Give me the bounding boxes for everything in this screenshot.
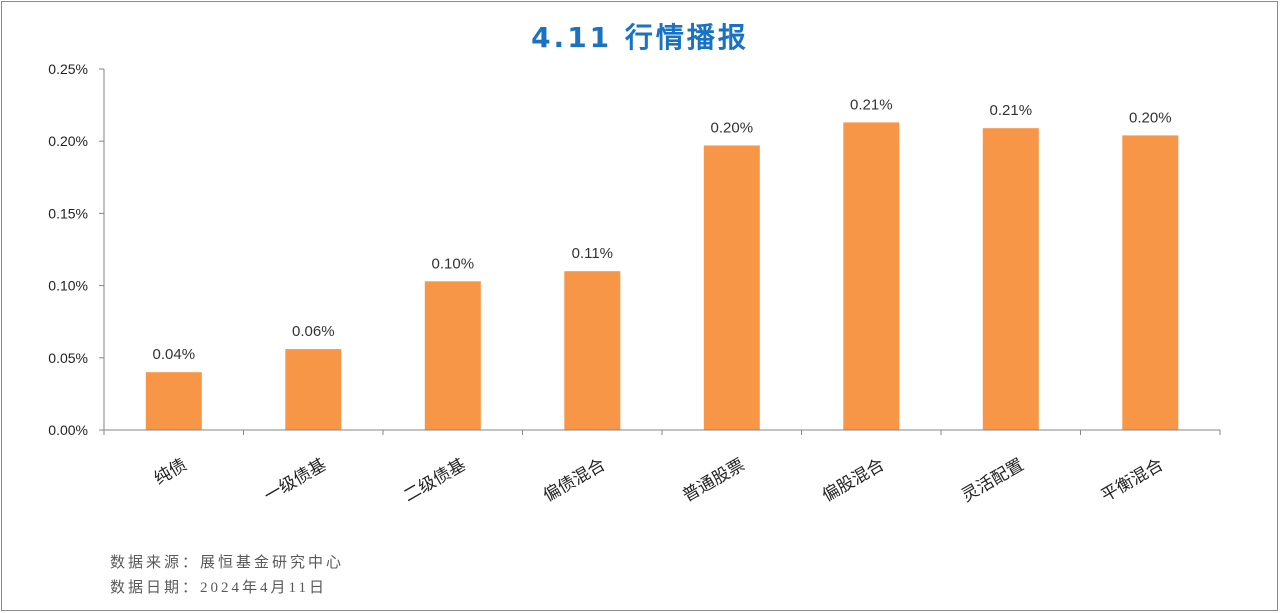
data-label-1: 0.04% [153, 346, 196, 363]
bar-5 [703, 145, 760, 430]
data-date-note: 数据日期：2024年4月11日 [110, 580, 327, 596]
data-source-note: 数据来源：展恒基金研究中心 [110, 555, 345, 571]
y-tick-label-4: 0.20% [48, 133, 88, 149]
data-label-2: 0.06% [292, 323, 335, 340]
y-tick-label-1: 0.05% [48, 350, 88, 366]
bar-4 [564, 271, 621, 430]
category-label-3: 二级债基 [400, 455, 468, 505]
chart-title: 4.11 行情播报 [531, 21, 749, 54]
category-label-6: 偏股混合 [819, 455, 887, 505]
bar-7 [982, 128, 1039, 430]
y-tick-label-2: 0.10% [48, 278, 88, 294]
data-label-5: 0.20% [711, 120, 754, 137]
data-label-8: 0.20% [1129, 109, 1172, 126]
category-label-4: 偏债混合 [540, 455, 608, 505]
bar-3 [424, 281, 481, 430]
bar-1 [145, 372, 202, 430]
category-label-2: 一级债基 [261, 455, 329, 505]
category-label-5: 普通股票 [679, 455, 747, 505]
data-label-7: 0.21% [990, 102, 1033, 119]
category-label-7: 灵活配置 [958, 455, 1026, 505]
y-tick-label-0: 0.00% [48, 422, 88, 438]
bar-2 [285, 349, 342, 430]
category-label-1: 纯债 [151, 455, 190, 488]
data-label-6: 0.21% [850, 96, 893, 113]
bar-8 [1122, 135, 1179, 430]
data-label-4: 0.11% [572, 245, 613, 262]
data-label-3: 0.10% [432, 255, 475, 272]
category-label-8: 平衡混合 [1098, 455, 1166, 505]
y-tick-label-3: 0.15% [48, 205, 88, 221]
y-tick-label-5: 0.25% [48, 61, 88, 77]
bar-6 [843, 122, 900, 431]
